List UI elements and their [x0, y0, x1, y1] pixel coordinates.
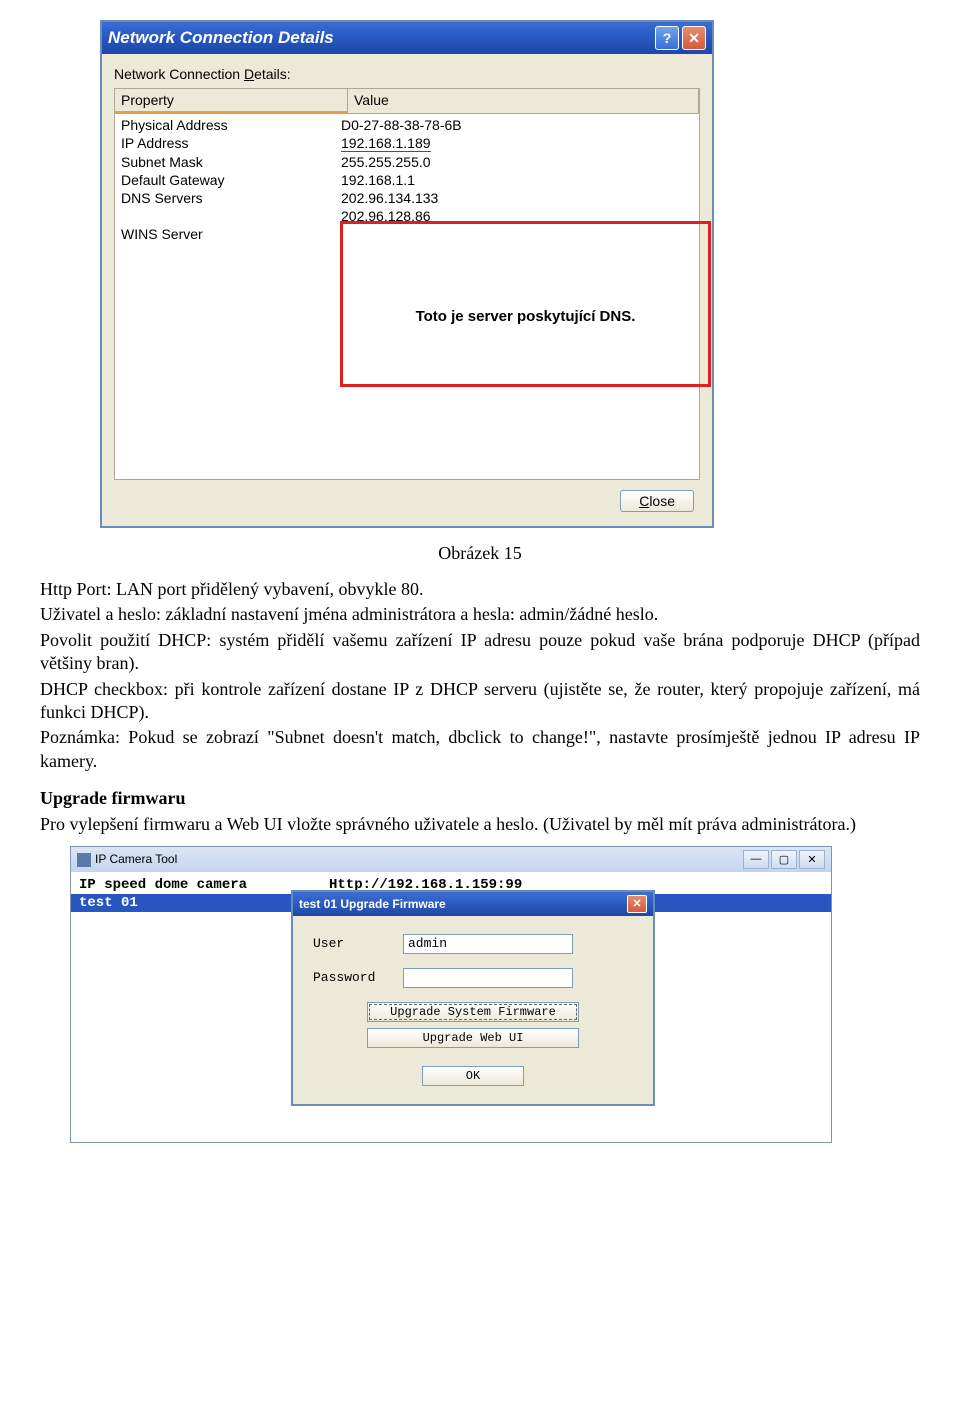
window-body: Network Connection Details: Property Val…	[102, 54, 712, 526]
window-title: Network Connection Details	[108, 28, 334, 48]
row-physical-address: Physical Address D0-27-88-38-78-6B	[115, 116, 699, 134]
ipcam-titlebar: IP Camera Tool — ▢ ✕	[71, 847, 831, 872]
details-label: Network Connection Details:	[114, 66, 700, 82]
password-label: Password	[313, 970, 403, 985]
paragraph-upgrade: Pro vylepšení firmwaru a Web UI vložte s…	[40, 813, 920, 836]
heading-upgrade: Upgrade firmwaru	[40, 787, 920, 810]
dialog-title: test 01 Upgrade Firmware	[299, 897, 446, 911]
upgrade-webui-button[interactable]: Upgrade Web UI	[367, 1028, 579, 1048]
column-property[interactable]: Property	[115, 89, 348, 113]
user-label: User	[313, 936, 403, 951]
user-input[interactable]: admin	[403, 934, 573, 954]
close-button[interactable]: Close	[620, 490, 694, 512]
row-ip-address: IP Address 192.168.1.189	[115, 134, 699, 153]
row-subnet-mask: Subnet Mask 255.255.255.0	[115, 153, 699, 171]
titlebar-buttons: ? ✕	[655, 26, 706, 50]
ok-button[interactable]: OK	[422, 1066, 524, 1086]
password-input[interactable]	[403, 968, 573, 988]
dialog-close-button[interactable]: ✕	[627, 895, 647, 913]
close-button[interactable]: ✕	[799, 850, 825, 869]
dialog-body: User admin Password Upgrade System Firmw…	[293, 916, 653, 1104]
paragraph-note: Poznámka: Pokud se zobrazí "Subnet doesn…	[40, 726, 920, 773]
close-icon[interactable]: ✕	[682, 26, 706, 50]
column-value[interactable]: Value	[348, 89, 699, 113]
grid-header: Property Value	[115, 89, 699, 114]
ipcam-titlebar-buttons: — ▢ ✕	[743, 850, 825, 869]
paragraph-dhcp-enable: Povolit použití DHCP: systém přidělí vaš…	[40, 629, 920, 676]
ipcam-title: IP Camera Tool	[95, 852, 177, 866]
upgrade-firmware-button[interactable]: Upgrade System Firmware	[367, 1002, 579, 1022]
maximize-button[interactable]: ▢	[771, 850, 797, 869]
paragraph-dhcp-checkbox: DHCP checkbox: při kontrole zařízení dos…	[40, 678, 920, 725]
upgrade-dialog: test 01 Upgrade Firmware ✕ User admin Pa…	[291, 890, 655, 1106]
app-icon	[77, 853, 91, 867]
ipcam-body: IP speed dome camera Http://192.168.1.15…	[71, 872, 831, 1142]
password-row: Password	[313, 968, 633, 988]
details-grid: Property Value Physical Address D0-27-88…	[114, 88, 700, 480]
minimize-button[interactable]: —	[743, 850, 769, 869]
help-button[interactable]: ?	[655, 26, 679, 50]
annotation-redbox: Toto je server poskytující DNS.	[340, 221, 711, 387]
dialog-titlebar: test 01 Upgrade Firmware ✕	[293, 892, 653, 916]
row-default-gateway: Default Gateway 192.168.1.1	[115, 171, 699, 189]
user-row: User admin	[313, 934, 633, 954]
dialog-buttons: Upgrade System Firmware Upgrade Web UI O…	[313, 1002, 633, 1086]
paragraph-http-port: Http Port: LAN port přidělený vybavení, …	[40, 578, 920, 601]
figure-caption: Obrázek 15	[40, 543, 920, 564]
titlebar: Network Connection Details ? ✕	[102, 22, 712, 54]
network-details-window: Network Connection Details ? ✕ Network C…	[100, 20, 714, 528]
ipcam-window: IP Camera Tool — ▢ ✕ IP speed dome camer…	[70, 846, 832, 1143]
paragraph-user-pass: Uživatel a heslo: základní nastavení jmé…	[40, 603, 920, 626]
upgrade-dialog-overlay: test 01 Upgrade Firmware ✕ User admin Pa…	[291, 890, 655, 1106]
row-dns-servers: DNS Servers 202.96.134.133	[115, 189, 699, 207]
button-row: Close	[114, 480, 700, 514]
annotation-text: Toto je server poskytující DNS.	[416, 308, 636, 325]
